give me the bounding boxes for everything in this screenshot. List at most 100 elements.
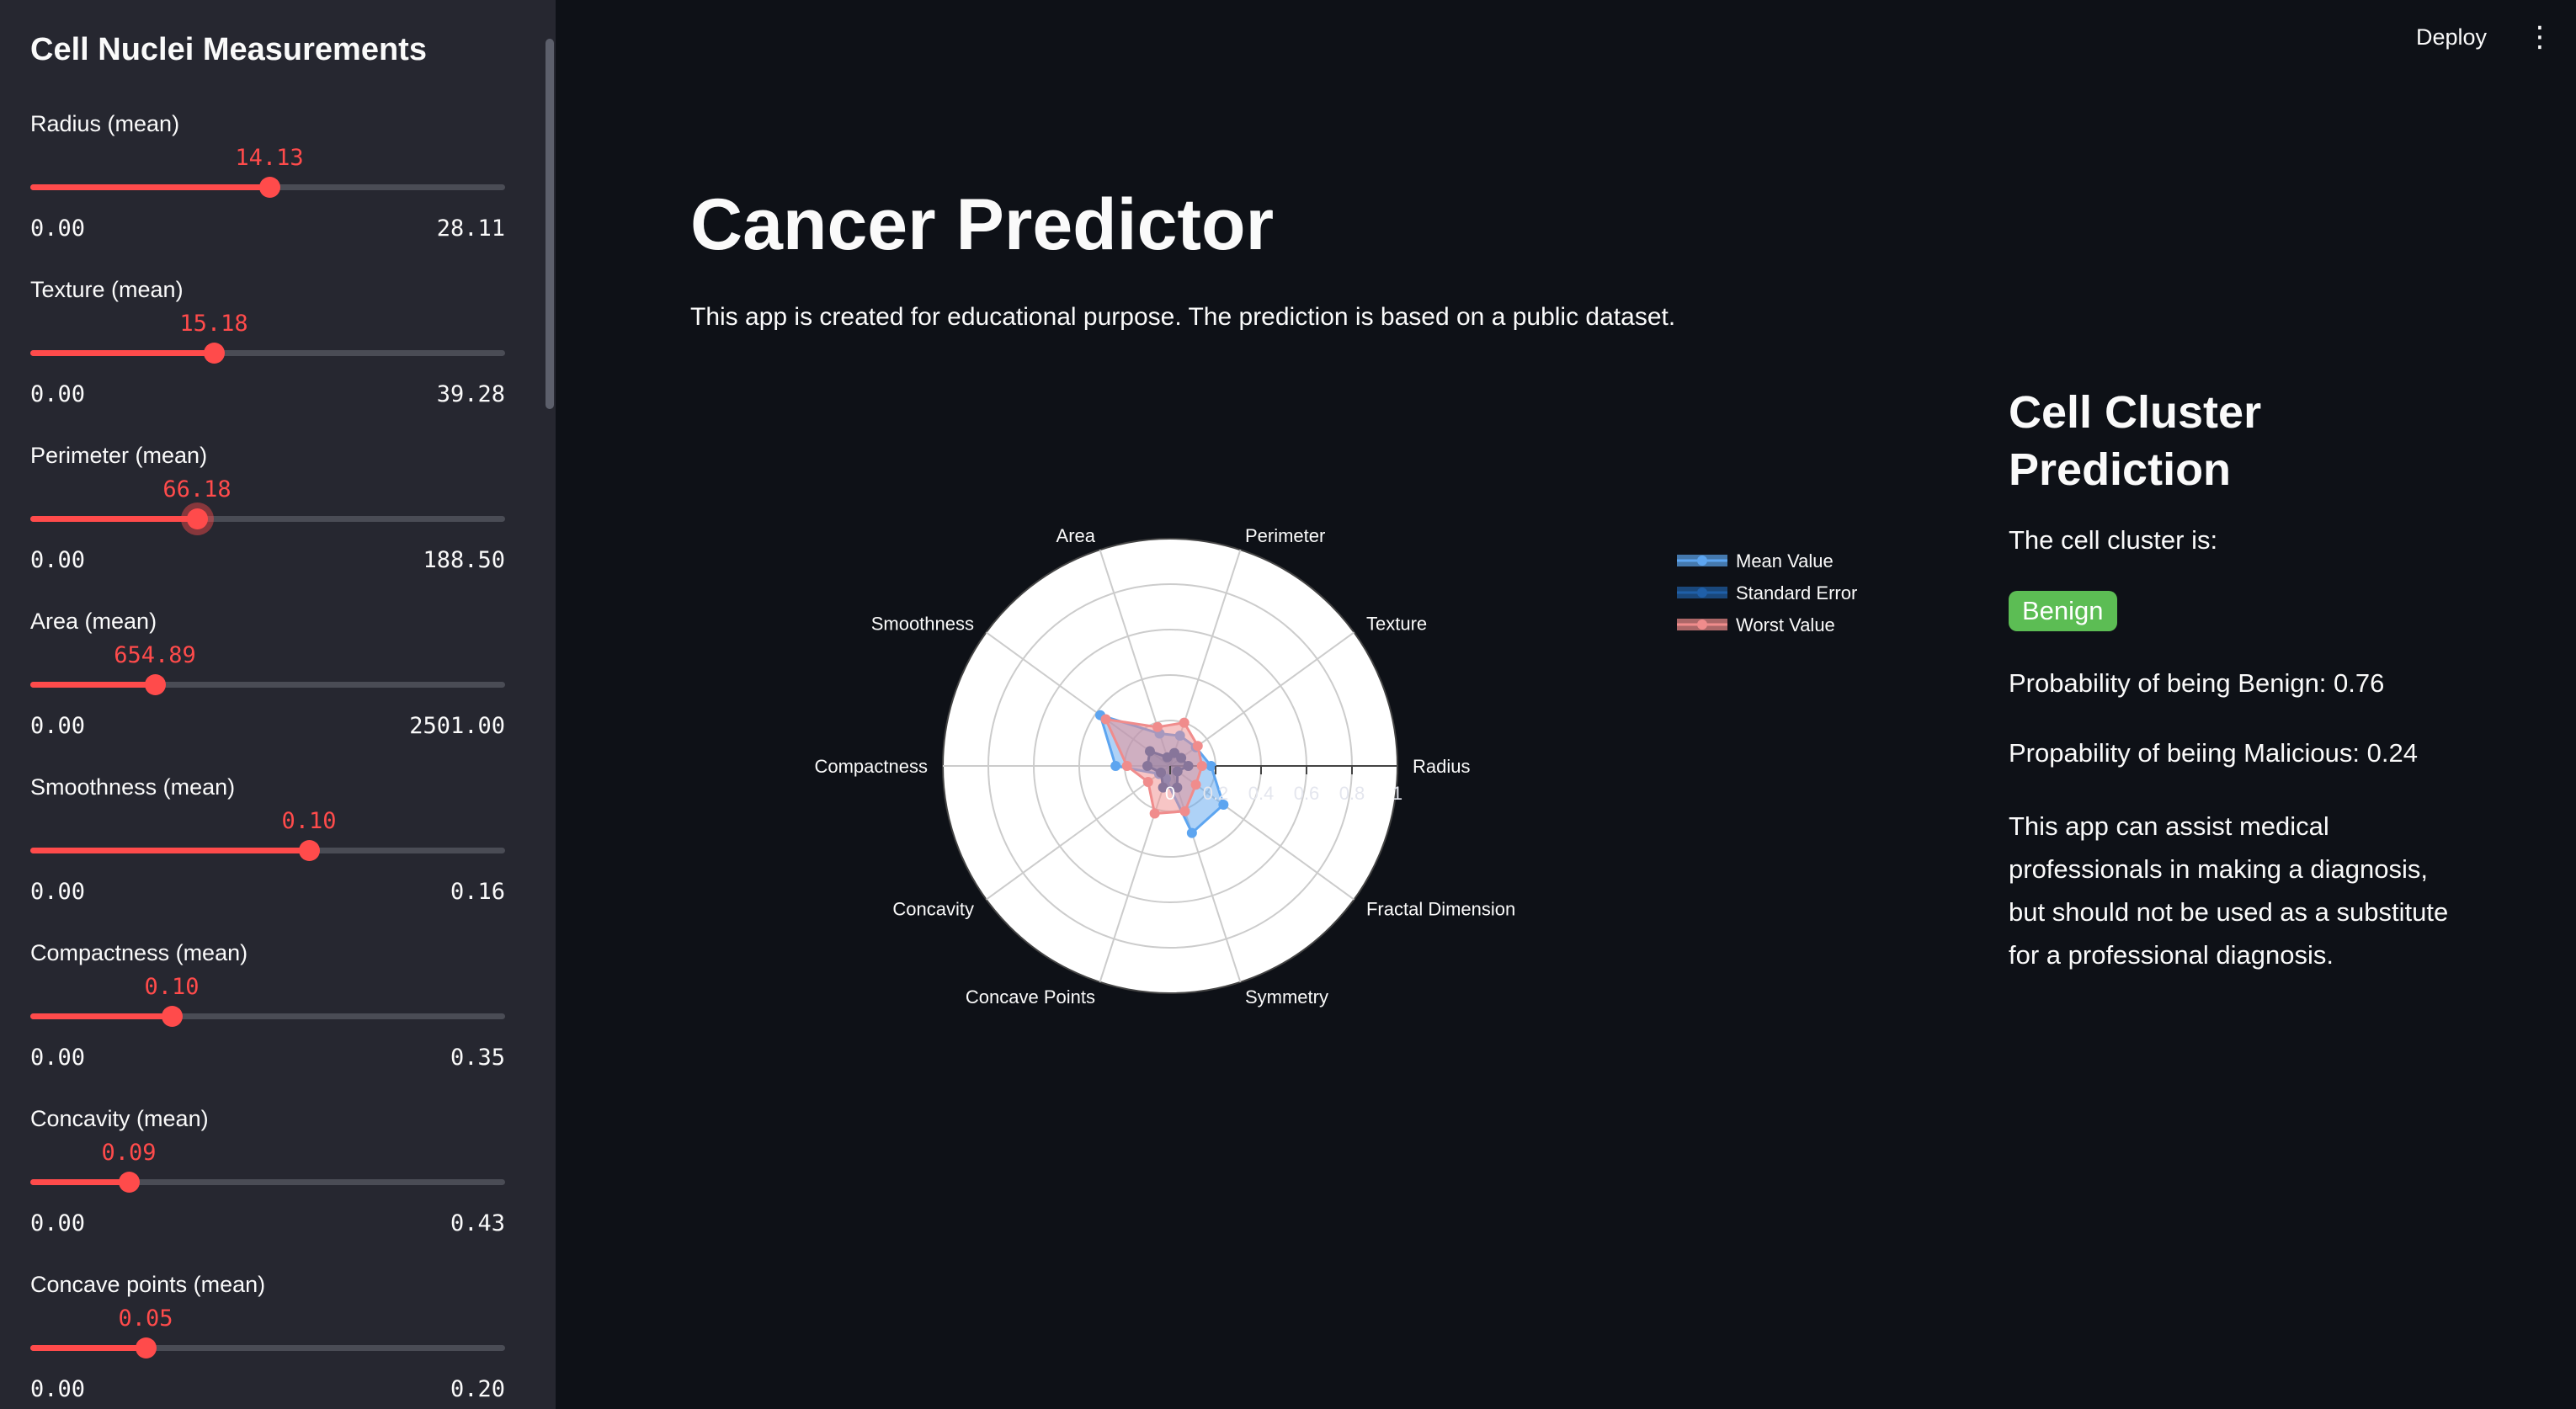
radar-point: [1192, 741, 1203, 752]
slider-thumb[interactable]: [204, 343, 225, 364]
slider-track[interactable]: [30, 1172, 505, 1193]
slider-value: 0.10: [281, 808, 337, 834]
result-badge: Benign: [2009, 591, 2117, 631]
page-description: This app is created for educational purp…: [690, 303, 1676, 331]
slider-max: 0.20: [450, 1376, 505, 1402]
vertical-ellipsis-icon[interactable]: ⋮: [2525, 21, 2554, 53]
slider-min: 0.00: [30, 879, 86, 905]
radar-spoke: [985, 765, 1171, 901]
slider-group: Area (mean) 654.89 0.00 2501.00: [30, 609, 505, 768]
radial-tick-label: 1: [1392, 783, 1402, 804]
radial-tick-label: 0.6: [1294, 783, 1320, 804]
slider-thumb[interactable]: [162, 1006, 183, 1027]
slider-label: Concave points (mean): [30, 1272, 266, 1297]
disclaimer: This app can assist medical professional…: [2009, 811, 2449, 970]
radar-point: [1190, 779, 1201, 790]
sidebar-scrollbar[interactable]: [546, 39, 554, 409]
radar-point: [1179, 717, 1190, 728]
slider-thumb[interactable]: [136, 1337, 157, 1358]
slider-group: Radius (mean) 14.13 0.00 28.11: [30, 111, 505, 271]
slider-group: Compactness (mean) 0.10 0.00 0.35: [30, 940, 505, 1100]
slider-max: 28.11: [436, 215, 505, 242]
radar-category-label: Perimeter: [1245, 525, 1325, 546]
radar-point: [1149, 808, 1160, 819]
prediction-heading: Cell Cluster Prediction: [2009, 384, 2463, 498]
radar-category-label: Radius: [1413, 756, 1470, 777]
prediction-heading-line1: Cell Cluster: [2009, 387, 2262, 438]
prediction-label: The cell cluster is:: [2009, 525, 2218, 555]
slider-thumb[interactable]: [145, 674, 166, 695]
slider-max: 188.50: [423, 547, 505, 573]
radar-point: [1218, 800, 1229, 811]
radar-category-label: Symmetry: [1245, 986, 1328, 1008]
slider-track[interactable]: [30, 343, 505, 364]
slider-group: Texture (mean) 15.18 0.00 39.28: [30, 277, 505, 437]
prediction-heading-line2: Prediction: [2009, 444, 2232, 495]
slider-track[interactable]: [30, 1006, 505, 1027]
probability-malicious: Propability of beiing Malicious: 0.24: [2009, 738, 2418, 768]
radial-tick-label: 0.4: [1248, 783, 1275, 804]
slider-track[interactable]: [30, 840, 505, 861]
legend-label: Standard Error: [1736, 582, 1857, 603]
radar-point: [1196, 761, 1207, 771]
radial-tick-label: 0: [1165, 783, 1175, 804]
slider-track[interactable]: [30, 1337, 505, 1358]
slider-value: 654.89: [114, 642, 196, 668]
radar-point: [1121, 761, 1132, 771]
slider-min: 0.00: [30, 713, 86, 739]
slider-fill: [30, 1345, 146, 1351]
slider-label: Area (mean): [30, 609, 157, 634]
page-title: Cancer Predictor: [690, 184, 1275, 265]
slider-track[interactable]: [30, 177, 505, 198]
slider-max: 0.43: [450, 1210, 505, 1236]
slider-label: Perimeter (mean): [30, 443, 208, 468]
prediction-panel: Cell Cluster Prediction The cell cluster…: [2009, 384, 2463, 970]
slider-fill: [30, 848, 309, 853]
radar-point: [1100, 714, 1111, 725]
slider-min: 0.00: [30, 1376, 86, 1402]
radial-tick-label: 0.8: [1339, 783, 1365, 804]
slider-track[interactable]: [30, 674, 505, 695]
slider-thumb[interactable]: [299, 840, 320, 861]
slider-label: Radius (mean): [30, 111, 180, 136]
slider-max: 39.28: [436, 381, 505, 407]
slider-fill: [30, 682, 155, 688]
legend-label: Worst Value: [1736, 614, 1835, 635]
slider-label: Concavity (mean): [30, 1106, 209, 1131]
slider-value: 0.09: [101, 1140, 157, 1166]
radar-point: [1142, 777, 1153, 788]
slider-value: 0.05: [118, 1305, 173, 1332]
radar-category-label: Fractal Dimension: [1366, 898, 1515, 919]
radar-category-label: Concave Points: [966, 986, 1095, 1008]
slider-min: 0.00: [30, 1045, 86, 1071]
radar-point: [1206, 761, 1216, 771]
slider-thumb[interactable]: [259, 177, 280, 198]
slider-value: 0.10: [144, 974, 200, 1000]
radar-point: [1152, 721, 1163, 732]
slider-max: 0.16: [450, 879, 505, 905]
slider-value: 14.13: [235, 145, 304, 171]
slider-value: 15.18: [179, 311, 248, 337]
slider-min: 0.00: [30, 215, 86, 242]
legend-label: Mean Value: [1736, 550, 1834, 572]
slider-label: Texture (mean): [30, 277, 184, 302]
radar-category-label: Concavity: [892, 898, 974, 919]
slider-group: Smoothness (mean) 0.10 0.00 0.16: [30, 774, 505, 934]
sidebar: Cell Nuclei Measurements Radius (mean) 14…: [0, 0, 556, 1409]
slider-group: Concave points (mean) 0.05 0.00 0.20: [30, 1272, 505, 1409]
slider-fill: [30, 184, 269, 190]
slider-thumb[interactable]: [187, 508, 208, 529]
radar-category-label: Compactness: [814, 756, 928, 777]
slider-thumb[interactable]: [119, 1172, 140, 1193]
deploy-button[interactable]: Deploy: [2416, 24, 2488, 50]
slider-track[interactable]: [30, 508, 505, 529]
radar-category-label: Texture: [1366, 614, 1427, 635]
slider-max: 2501.00: [409, 713, 505, 739]
radial-tick-label: 0.2: [1203, 783, 1229, 804]
slider-fill: [30, 1179, 129, 1185]
slider-min: 0.00: [30, 547, 86, 573]
slider-value: 66.18: [162, 476, 232, 502]
legend-marker: [1697, 588, 1707, 598]
legend-marker: [1697, 619, 1707, 630]
radar-category-label: Area: [1056, 525, 1096, 546]
